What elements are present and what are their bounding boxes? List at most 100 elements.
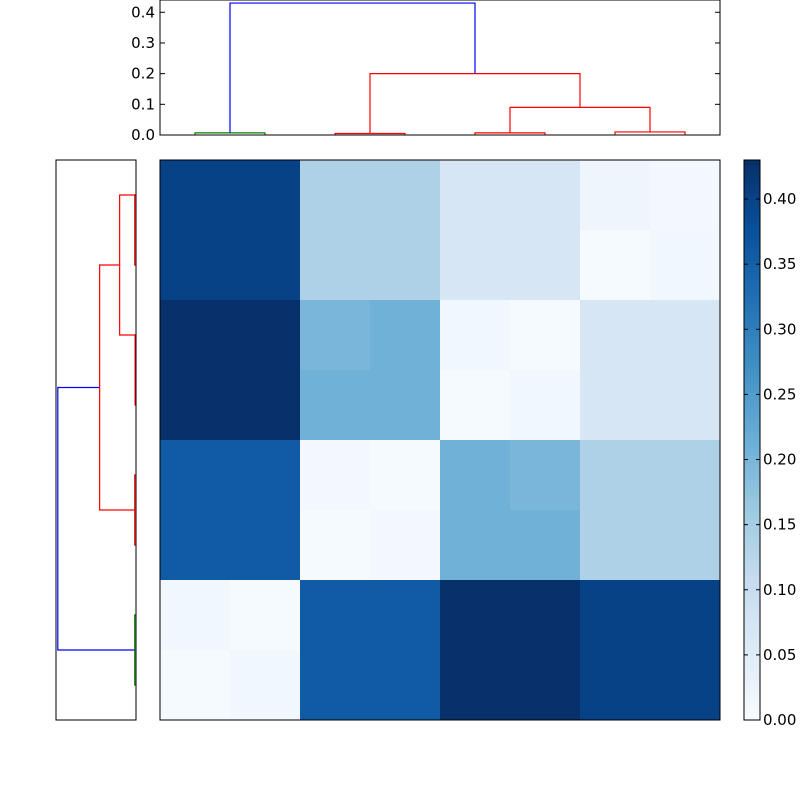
colorbar-strip (744, 404, 760, 409)
heatmap-cell (300, 510, 371, 581)
colorbar-strip (744, 376, 760, 381)
colorbar-strip (744, 444, 760, 449)
colorbar-strip (744, 540, 760, 545)
colorbar-strip (744, 372, 760, 377)
heatmap-cell (230, 300, 301, 371)
heatmap-cell (650, 440, 721, 511)
top-y-tick-label: 0.2 (131, 65, 155, 83)
colorbar-strip (744, 320, 760, 325)
colorbar-strip (744, 432, 760, 437)
heatmap-cell (510, 230, 581, 301)
heatmap-cell (580, 160, 651, 231)
top-dendrogram-frame (159, 0, 721, 136)
colorbar-strip (744, 548, 760, 553)
colorbar-strip (744, 660, 760, 665)
left-dendrogram-link (57, 386, 135, 651)
heatmap-cell (510, 160, 581, 231)
colorbar-strip (744, 628, 760, 633)
colorbar-strip (744, 552, 760, 557)
colorbar-strip (744, 612, 760, 617)
colorbar-strip (744, 492, 760, 497)
heatmap-cell (580, 440, 651, 511)
colorbar-tick-label: 0.05 (763, 646, 796, 664)
heatmap-cell (510, 580, 581, 651)
heatmap-cell (440, 440, 511, 511)
colorbar-tick-label: 0.15 (763, 516, 796, 534)
colorbar-strip (744, 268, 760, 273)
colorbar-strip (744, 420, 760, 425)
colorbar-strip (744, 592, 760, 597)
colorbar-strip (744, 472, 760, 477)
left-dendrogram-background (56, 160, 136, 720)
heatmap-cell (230, 580, 301, 651)
colorbar-strip (744, 272, 760, 277)
colorbar-strip (744, 308, 760, 313)
colorbar-strip (744, 496, 760, 501)
top-y-tick-label: 0.4 (131, 3, 155, 21)
heatmap-frame (159, 159, 721, 721)
colorbar-strip (744, 172, 760, 177)
colorbar-strip (744, 504, 760, 509)
colorbar-strip (744, 532, 760, 537)
heatmap-cell (160, 440, 231, 511)
top-dendrogram-link (334, 132, 406, 135)
colorbar-strip (744, 292, 760, 297)
heatmap-cell (510, 510, 581, 581)
heatmap-cell (440, 230, 511, 301)
colorbar-strip (744, 448, 760, 453)
colorbar-strip (744, 624, 760, 629)
heatmap-cell (440, 580, 511, 651)
heatmap-cell (160, 510, 231, 581)
heatmap-cell (230, 230, 301, 301)
colorbar-strip (744, 200, 760, 205)
colorbar-strip (744, 328, 760, 333)
colorbar-strip (744, 464, 760, 469)
colorbar-strip (744, 484, 760, 489)
colorbar-strip (744, 392, 760, 397)
colorbar-strip (744, 440, 760, 445)
heatmap-cell (440, 300, 511, 371)
colorbar-strip (744, 180, 760, 185)
colorbar-strip (744, 360, 760, 365)
colorbar-strip (744, 608, 760, 613)
heatmap-cell (440, 160, 511, 231)
heatmap-cell (370, 300, 441, 371)
colorbar-strip (744, 260, 760, 265)
colorbar-strip (744, 692, 760, 697)
colorbar-strip (744, 536, 760, 541)
colorbar-strip (744, 252, 760, 257)
colorbar-strip (744, 428, 760, 433)
heatmap-cell (510, 370, 581, 441)
heatmap-cell (230, 160, 301, 231)
colorbar-tick-label: 0.00 (763, 711, 796, 729)
heatmap-cell (650, 300, 721, 371)
colorbar-strip (744, 688, 760, 693)
colorbar-strip (744, 508, 760, 513)
colorbar-strip (744, 168, 760, 173)
colorbar: 0.00 0.05 0.10 0.15 0.20 0.25 0.30 0.35 0.40 (743, 159, 796, 729)
colorbar-strip (744, 544, 760, 549)
heatmap-cell (650, 370, 721, 441)
colorbar-strip (744, 604, 760, 609)
colorbar-strip (744, 244, 760, 249)
colorbar-strip (744, 620, 760, 625)
heatmap-cell (650, 580, 721, 651)
heatmap-cell (580, 650, 651, 721)
heatmap-cell (230, 440, 301, 511)
heatmap-cell (510, 440, 581, 511)
colorbar-strip (744, 700, 760, 705)
colorbar-strip (744, 648, 760, 653)
heatmap-cell (160, 300, 231, 371)
left-dendrogram-links (57, 194, 136, 686)
colorbar-strip (744, 416, 760, 421)
colorbar-strip (744, 516, 760, 521)
colorbar-strip (744, 468, 760, 473)
colorbar-axis: 0.00 0.05 0.10 0.15 0.20 0.25 0.30 0.35 0.40 (744, 190, 796, 729)
left-dendrogram-link (99, 264, 135, 511)
colorbar-strip (744, 696, 760, 701)
colorbar-strip (744, 216, 760, 221)
colorbar-strip (744, 436, 760, 441)
heatmap-cell (580, 230, 651, 301)
colorbar-tick-label: 0.25 (763, 385, 796, 403)
heatmap-cell (370, 580, 441, 651)
